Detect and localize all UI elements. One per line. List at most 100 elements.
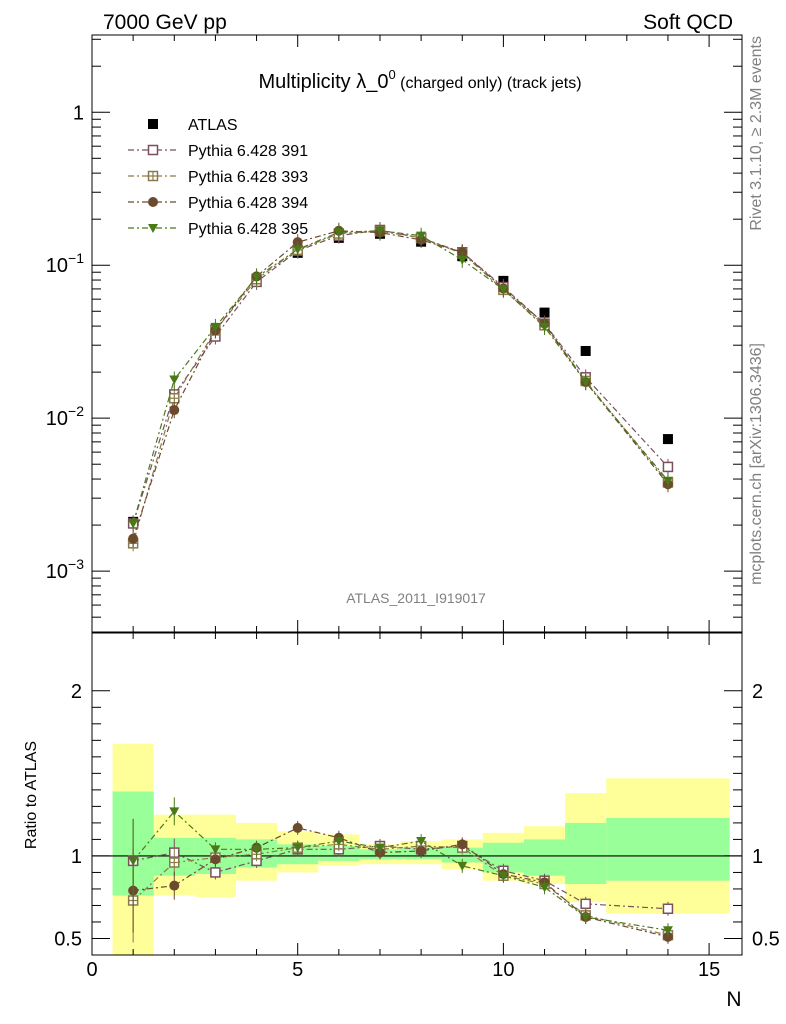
plot-title: Multiplicity λ_00 (charged only) (track … — [258, 67, 581, 93]
ratio-point — [416, 837, 427, 847]
legend-label: Pythia 6.428 393 — [188, 169, 308, 186]
legend-marker — [148, 119, 158, 129]
series-2 — [127, 223, 674, 552]
ratio-point — [210, 845, 221, 855]
data-point — [169, 375, 180, 385]
ratio-point — [457, 839, 468, 850]
ratio-point — [251, 845, 262, 855]
data-point — [333, 228, 344, 238]
ratio-point — [169, 807, 180, 817]
legend-marker — [148, 224, 158, 233]
rivet-version-label: Rivet 3.1.10, ≥ 2.3M events — [748, 36, 765, 231]
x-tick-label: 0 — [86, 959, 97, 981]
ratio-point — [457, 861, 468, 871]
ratio-point — [662, 926, 673, 936]
series-4 — [128, 222, 673, 532]
legend-entry: ATLAS — [148, 117, 238, 134]
ratio-axis-label: Ratio to ATLAS — [23, 741, 40, 849]
ratio-tick-label-right: 0.5 — [752, 928, 780, 950]
legend-label: Pythia 6.428 391 — [188, 143, 308, 160]
ratio-axes: 0 5 10 15 2 2 1 1 0.5 0.5 — [54, 633, 780, 981]
plot-title-suffix: (charged only) (track jets) — [396, 75, 582, 92]
ratio-point — [169, 880, 180, 891]
data-point — [498, 285, 509, 295]
series-3 — [128, 222, 673, 547]
legend-label: Pythia 6.428 394 — [188, 195, 308, 212]
legend-label: ATLAS — [188, 117, 238, 134]
y-tick-exponent: −1 — [68, 250, 84, 266]
data-point — [169, 405, 180, 416]
ratio-point — [210, 854, 221, 865]
header-right: Soft QCD — [643, 11, 733, 34]
data-point — [292, 245, 303, 255]
legend: ATLAS Pythia 6.428 391 Pythia 6.428 393 Pyt… — [128, 117, 308, 238]
x-axis-label: N — [726, 988, 741, 1011]
data-point — [251, 273, 262, 283]
data-point — [210, 322, 221, 332]
upper-frame — [91, 34, 743, 633]
y-tick-base: 10 — [46, 255, 68, 277]
ratio-point — [374, 843, 385, 853]
data-point — [662, 476, 673, 486]
upper-panel: 110−110−210−3 — [46, 34, 743, 633]
ratio-frame — [91, 632, 743, 956]
x-tick-label: 15 — [698, 959, 720, 981]
y-tick-exponent: −3 — [68, 556, 84, 572]
ratio-tick-label-right: 2 — [752, 681, 763, 703]
data-point — [539, 322, 550, 332]
y-tick-label: 10−2 — [46, 403, 84, 430]
data-point — [416, 231, 427, 241]
x-tick-label: 5 — [292, 959, 303, 981]
legend-entry: Pythia 6.428 394 — [128, 195, 308, 212]
ratio-series — [127, 797, 674, 944]
plot-title-superscript: 0 — [388, 67, 395, 82]
ratio-tick-label: 0.5 — [54, 928, 82, 950]
ratio-point — [416, 845, 427, 856]
y-tick-exponent: −2 — [68, 403, 84, 419]
x-tick-label: 10 — [492, 959, 514, 981]
data-point — [457, 255, 468, 265]
ratio-point — [210, 867, 221, 878]
series-line — [132, 230, 669, 544]
ratio-point — [292, 843, 303, 853]
y-tick-base: 1 — [73, 102, 84, 124]
series-0 — [128, 228, 673, 527]
plot-title-main: Multiplicity λ_0 — [258, 71, 388, 93]
legend-marker — [147, 170, 159, 182]
upper-series — [127, 221, 674, 552]
data-point — [580, 345, 591, 356]
y-tick-label: 10−3 — [46, 556, 84, 583]
y-tick-base: 10 — [46, 408, 68, 430]
ratio-point — [539, 883, 550, 893]
data-point — [128, 533, 139, 544]
ratio-band-inner — [523, 839, 566, 876]
legend-entry: Pythia 6.428 391 — [128, 143, 308, 160]
data-point — [374, 226, 385, 236]
ratio-tick-label-right: 1 — [752, 846, 763, 868]
ratio-band-inner — [606, 817, 730, 881]
data-point — [169, 392, 180, 404]
legend-marker — [148, 197, 158, 207]
ratio-panel: 0 5 10 15 2 2 1 1 0.5 0.5 — [54, 632, 780, 981]
legend-entry: Pythia 6.428 395 — [128, 221, 308, 238]
ratio-point — [169, 857, 180, 868]
legend-entry: Pythia 6.428 393 — [128, 169, 308, 186]
data-point — [662, 461, 674, 473]
ratio-point — [662, 903, 674, 915]
ratio-point — [292, 822, 303, 833]
legend-label: Pythia 6.428 395 — [188, 221, 308, 238]
data-point — [662, 434, 673, 445]
data-point — [128, 519, 139, 529]
y-tick-label: 10−1 — [46, 250, 84, 277]
mcplots-label: mcplots.cern.ch [arXiv:1306.3436] — [748, 343, 765, 585]
ratio-point — [580, 913, 591, 923]
data-point — [580, 378, 591, 388]
ratio-point — [580, 898, 591, 910]
analysis-id: ATLAS_2011_I919017 — [346, 590, 486, 606]
upper-axes: 110−110−210−3 — [46, 35, 742, 633]
ratio-band-inner — [565, 822, 607, 884]
ratio-point — [498, 871, 509, 881]
ratio-series-3 — [128, 797, 673, 938]
data-point — [539, 307, 550, 318]
